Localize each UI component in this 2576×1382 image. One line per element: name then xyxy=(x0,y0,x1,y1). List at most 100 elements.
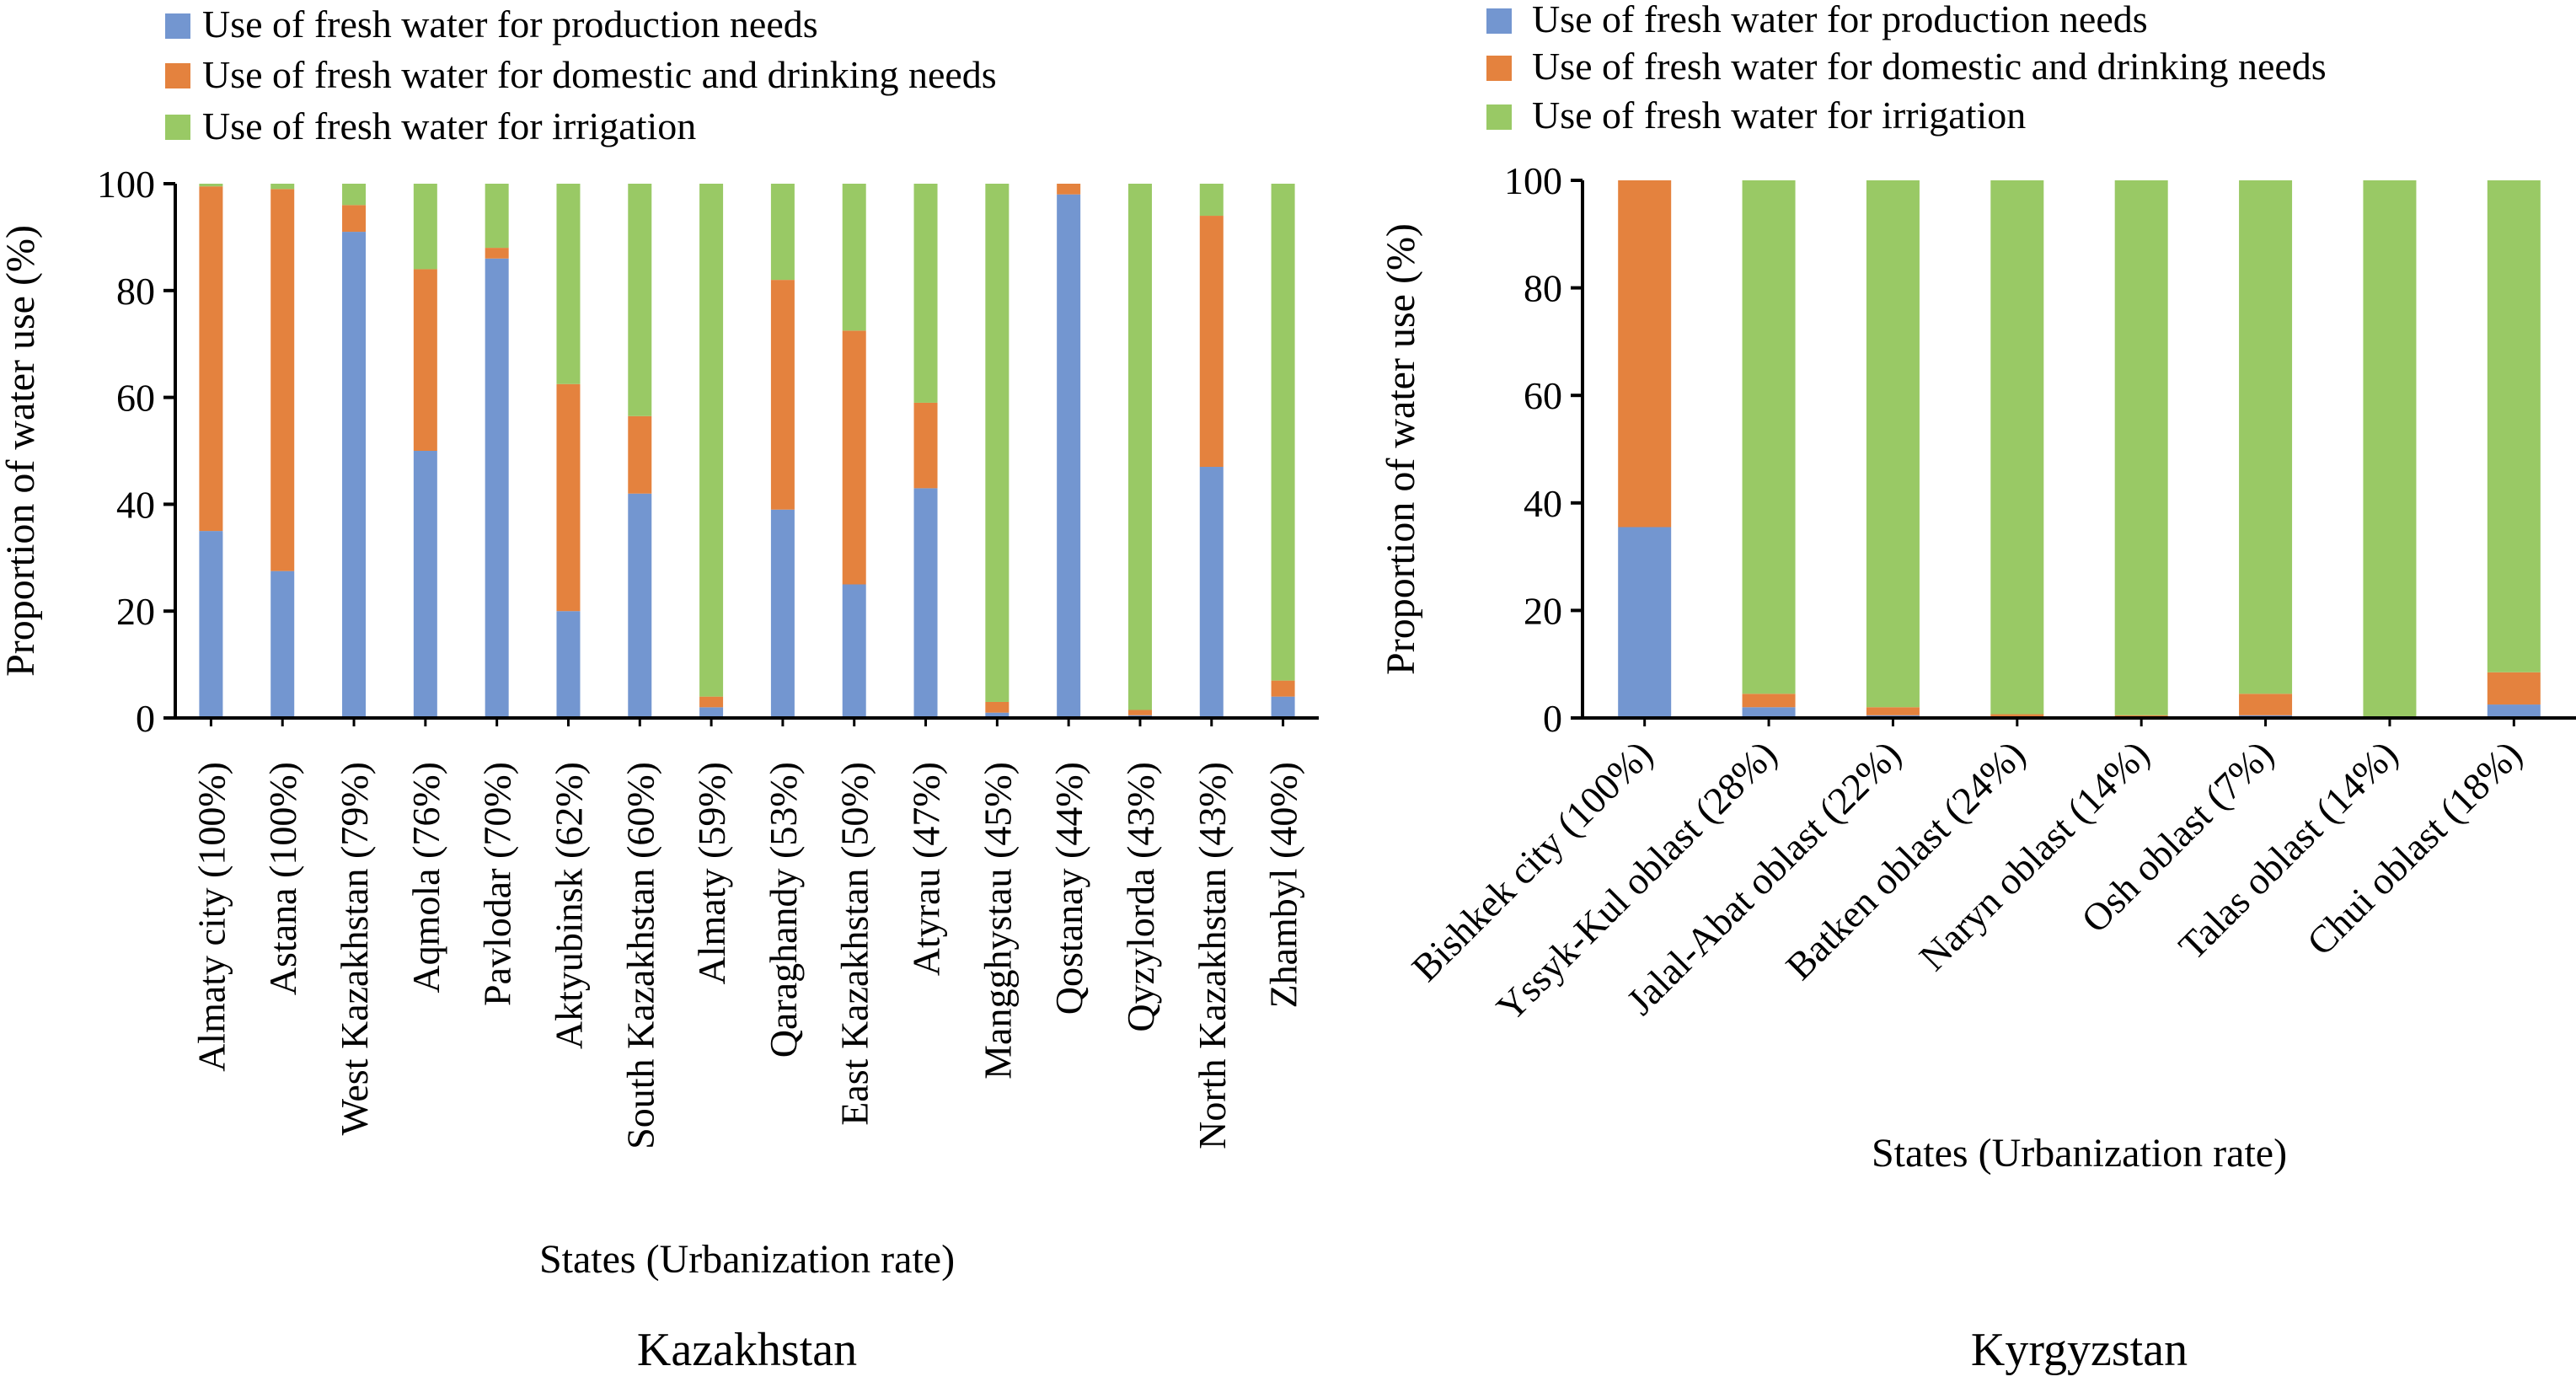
bar-domestic xyxy=(1866,707,1920,715)
bar-domestic xyxy=(770,280,795,510)
legend-label-domestic: Use of fresh water for domestic and drin… xyxy=(202,53,997,96)
bar-irrigation xyxy=(913,184,938,403)
legend-swatch-irrigation xyxy=(165,115,190,140)
y-axis-label: Proportion of water use (%) xyxy=(0,225,43,677)
chart-title: Kazakhstan xyxy=(637,1324,857,1376)
bar-production xyxy=(199,531,223,718)
bar-irrigation xyxy=(1127,184,1152,710)
x-tick-label: Atyrau (47%) xyxy=(905,762,948,976)
x-tick-label: Aktyubinsk (62%) xyxy=(547,762,590,1049)
bar-domestic xyxy=(1618,180,1672,528)
bar-irrigation xyxy=(2114,180,2168,715)
bar-production xyxy=(699,707,724,718)
bar-domestic xyxy=(2487,672,2541,705)
bar-domestic xyxy=(985,701,1010,713)
bar-domestic xyxy=(628,415,652,494)
bar-production xyxy=(556,611,581,718)
bar-production xyxy=(270,570,295,718)
y-tick-label: 0 xyxy=(1543,697,1562,740)
bar-domestic xyxy=(1199,216,1224,468)
bar-production xyxy=(2487,704,2541,718)
bar-irrigation xyxy=(2487,180,2541,672)
bar-production xyxy=(913,488,938,718)
bar-production xyxy=(1199,467,1224,718)
x-tick-label: Naryn oblast (14%) xyxy=(1911,732,2158,979)
bar-production xyxy=(413,451,437,718)
bar-production xyxy=(1618,527,1672,718)
bar-irrigation xyxy=(270,184,295,190)
bar-irrigation xyxy=(1199,184,1224,217)
x-axis-label: States (Urbanization rate) xyxy=(539,1237,955,1282)
y-tick-label: 20 xyxy=(1524,589,1562,632)
legend-kazakhstan: Use of fresh water for production needs … xyxy=(165,3,997,147)
bar-domestic xyxy=(1990,714,2044,717)
bar-domestic xyxy=(1127,710,1152,715)
x-tick-label: Bishkek city (100%) xyxy=(1403,732,1660,989)
bar-production xyxy=(1271,696,1295,718)
x-tick-label: Astana (100%) xyxy=(261,762,304,995)
bar-domestic xyxy=(1742,694,1796,708)
x-tick-label: Almaty city (100%) xyxy=(190,762,233,1072)
bar-domestic xyxy=(270,189,295,571)
bar-irrigation xyxy=(1742,180,1796,694)
legend-label-irrigation: Use of fresh water for irrigation xyxy=(1532,94,2026,137)
y-tick-label: 40 xyxy=(1524,482,1562,525)
bar-domestic xyxy=(699,696,724,708)
x-tick-label: West Kazakhstan (79%) xyxy=(333,762,376,1135)
bar-irrigation xyxy=(2363,180,2417,717)
bar-domestic xyxy=(413,269,437,451)
bar-domestic xyxy=(1271,680,1295,697)
legend-label-production: Use of fresh water for production needs xyxy=(1532,0,2148,40)
bar-domestic xyxy=(2114,715,2168,717)
y-tick-label: 80 xyxy=(116,270,155,313)
x-tick-label: East Kazakhstan (50%) xyxy=(833,762,876,1126)
bar-irrigation xyxy=(485,184,509,249)
bar-irrigation xyxy=(342,184,367,206)
legend-swatch-irrigation xyxy=(1486,104,1512,130)
bar-irrigation xyxy=(413,184,437,270)
legend-kyrgyzstan: Use of fresh water for production needs … xyxy=(1486,0,2327,137)
x-axis-label: States (Urbanization rate) xyxy=(1872,1131,2287,1176)
x-tick-label: North Kazakhstan (43%) xyxy=(1191,762,1234,1149)
x-tick-label: Mangghystau (45%) xyxy=(976,762,1019,1079)
bar-irrigation xyxy=(556,184,581,384)
bar-production xyxy=(342,232,367,718)
legend-swatch-production xyxy=(1486,8,1512,34)
x-tick-label: Talas oblast (14%) xyxy=(2171,732,2406,967)
bar-domestic xyxy=(485,248,509,259)
chart-kazakhstan: Almaty city (100%) Astana (100%) West Kaza… xyxy=(0,163,1319,1376)
y-tick-label: 20 xyxy=(116,590,155,633)
y-tick-label: 80 xyxy=(1524,267,1562,310)
bar-production xyxy=(1742,707,1796,718)
bar-irrigation xyxy=(1990,180,2044,715)
y-tick-label: 100 xyxy=(1504,159,1562,202)
legend-label-domestic: Use of fresh water for domestic and drin… xyxy=(1532,45,2327,88)
legend-swatch-production xyxy=(165,13,190,39)
bar-domestic xyxy=(2239,694,2293,715)
y-tick-label: 0 xyxy=(136,697,155,740)
x-tick-label: Qyzylorda (43%) xyxy=(1119,762,1162,1032)
bar-irrigation xyxy=(770,184,795,281)
bar-irrigation xyxy=(1866,180,1920,708)
bar-irrigation xyxy=(985,184,1010,702)
y-tick-label: 60 xyxy=(1524,374,1562,417)
x-tick-label: South Kazakhstan (60%) xyxy=(619,762,661,1149)
bar-irrigation xyxy=(842,184,866,331)
x-tick-label: Batken oblast (24%) xyxy=(1777,732,2032,988)
bar-irrigation xyxy=(628,184,652,416)
legend-label-production: Use of fresh water for production needs xyxy=(202,3,818,46)
bar-domestic xyxy=(842,330,866,585)
x-tick-label: Zhambyl (40%) xyxy=(1262,762,1305,1009)
bar-production xyxy=(1057,194,1081,718)
bar-production xyxy=(842,584,866,718)
bar-domestic xyxy=(199,186,223,532)
bar-domestic xyxy=(913,402,938,489)
x-tick-label: Aqmola (76%) xyxy=(404,762,447,994)
bar-domestic xyxy=(556,383,581,612)
bar-irrigation xyxy=(2239,180,2293,694)
bar-production xyxy=(628,493,652,718)
bar-production xyxy=(985,712,1010,718)
y-tick-label: 60 xyxy=(116,377,155,420)
bar-production xyxy=(485,258,509,718)
